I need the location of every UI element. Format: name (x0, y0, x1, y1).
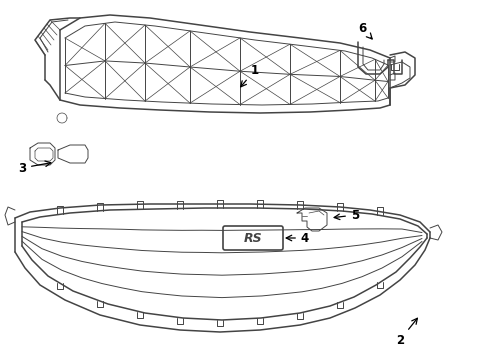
Text: 2: 2 (395, 318, 417, 346)
Text: 5: 5 (333, 208, 358, 221)
Text: RS: RS (243, 231, 262, 244)
FancyBboxPatch shape (223, 226, 283, 250)
Text: 3: 3 (18, 161, 51, 175)
Text: 6: 6 (357, 22, 371, 39)
Text: 4: 4 (285, 231, 308, 244)
Text: 1: 1 (240, 63, 259, 87)
